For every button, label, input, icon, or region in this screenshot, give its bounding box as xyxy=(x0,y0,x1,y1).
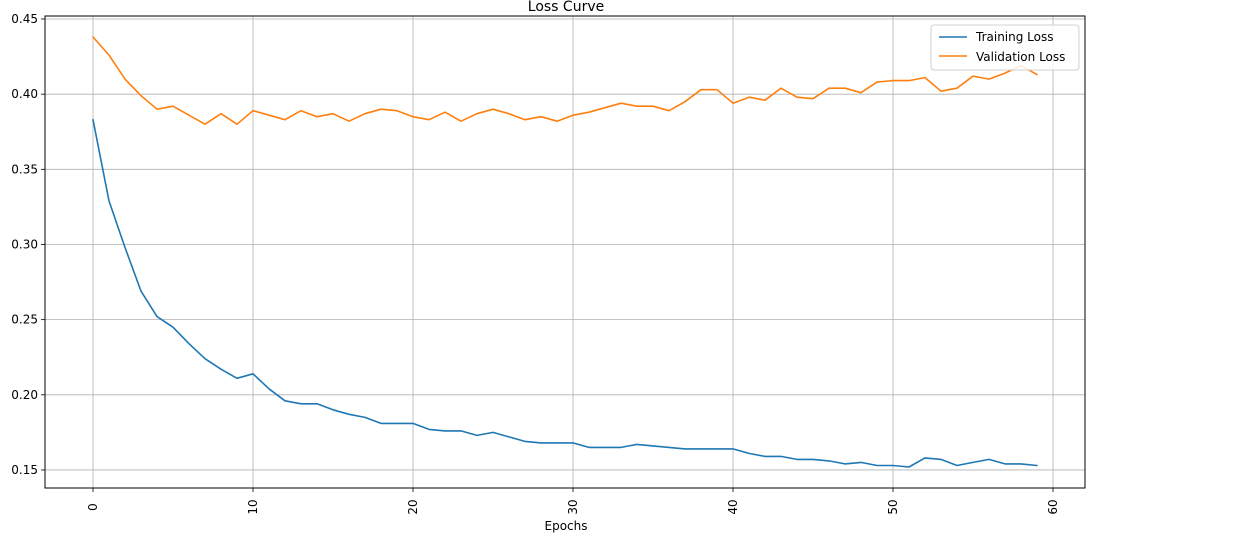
legend-label-validation: Validation Loss xyxy=(976,50,1065,64)
plot-frame xyxy=(44,15,1086,489)
y-tick-label: 0.45 xyxy=(11,12,38,26)
x-tick-label: 30 xyxy=(566,499,580,514)
y-tick-label: 0.40 xyxy=(11,87,38,101)
x-tick-label: 60 xyxy=(1046,499,1060,514)
y-tick-label: 0.35 xyxy=(11,162,38,176)
y-axis: 0.15 0.20 0.25 0.30 0.35 0.40 0.45 xyxy=(11,12,45,477)
legend: Training Loss Validation Loss xyxy=(930,24,1080,71)
series-line-training xyxy=(92,118,1038,468)
series-line-validation xyxy=(92,36,1038,125)
legend-box xyxy=(930,24,1080,71)
y-tick-label: 0.30 xyxy=(11,237,38,251)
x-tick-label: 20 xyxy=(406,499,420,514)
x-tick-label: 50 xyxy=(886,499,900,514)
x-tick-label: 10 xyxy=(246,499,260,514)
x-axis: 0 10 20 30 40 50 60 xyxy=(86,488,1060,515)
x-tick-label: 0 xyxy=(86,503,100,511)
x-tick-label: 40 xyxy=(726,499,740,514)
legend-label-training: Training Loss xyxy=(975,30,1053,44)
chart-title: Loss Curve xyxy=(528,0,604,15)
grid xyxy=(45,16,1085,488)
y-tick-label: 0.15 xyxy=(11,463,38,477)
x-axis-label: Epochs xyxy=(545,519,588,533)
y-tick-label: 0.25 xyxy=(11,313,38,327)
series-layer xyxy=(92,36,1038,468)
y-tick-label: 0.20 xyxy=(11,388,38,402)
